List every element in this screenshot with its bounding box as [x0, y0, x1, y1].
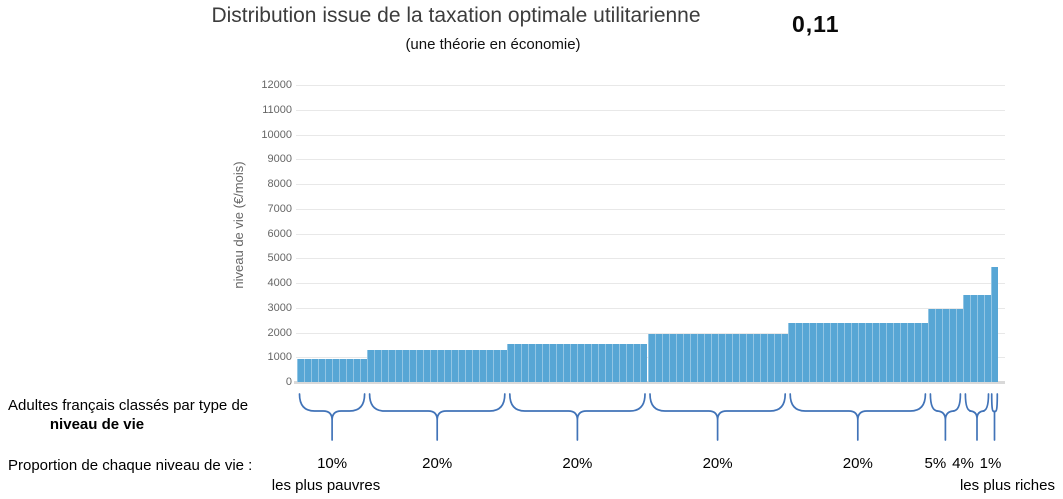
y-axis-tick-label: 3000: [267, 301, 292, 314]
chart-title: Distribution issue de la taxation optima…: [211, 4, 701, 27]
distribution-bar: [787, 322, 928, 382]
gridline: [296, 258, 1005, 260]
gridline: [296, 109, 1005, 111]
gridline: [296, 307, 1005, 309]
group-brace: [789, 393, 927, 441]
distribution-bar: [507, 343, 648, 382]
distribution-bar: [991, 266, 998, 382]
group-brace: [990, 393, 999, 441]
gridline: [296, 184, 1005, 185]
proportion-label: Proportion de chaque niveau de vie :: [8, 457, 253, 474]
y-axis-tick-label: 0: [285, 376, 292, 388]
gridline: [296, 208, 1005, 210]
y-axis-tick-label: 1000: [267, 351, 292, 364]
gridline: [296, 85, 1005, 86]
y-axis-tick-label: 5000: [267, 252, 292, 265]
group-brace: [508, 393, 646, 441]
distribution-bar: [927, 309, 963, 382]
y-axis-tick-label: 2000: [267, 326, 292, 339]
group-proportion-label: 1%: [979, 455, 1002, 472]
y-axis-tick-label: 8000: [267, 178, 292, 190]
group-brace: [298, 393, 366, 441]
y-axis-tick-label: 9000: [267, 153, 292, 166]
poorest-label: les plus pauvres: [271, 477, 381, 494]
y-axis-tick-label: 11000: [262, 103, 292, 116]
distribution-bar: [297, 358, 368, 382]
group-brace: [964, 393, 990, 441]
group-proportion-label: 4%: [952, 455, 974, 472]
group-brace: [929, 393, 962, 441]
distribution-bar: [367, 349, 508, 382]
richest-label: les plus riches: [959, 477, 1055, 494]
chart-subtitle: (une théorie en économie): [405, 36, 581, 53]
y-axis-tick-label: 10000: [261, 128, 292, 141]
y-axis-tick-label: 7000: [267, 202, 292, 215]
group-proportion-label: 5%: [924, 455, 947, 472]
gridline: [296, 233, 1005, 235]
classification-label-line2: niveau de vie: [49, 416, 145, 433]
distribution-bar: [647, 333, 788, 382]
group-brace: [649, 393, 787, 441]
y-axis-tick-label: 4000: [267, 277, 292, 289]
group-proportion-label: 10%: [317, 455, 348, 472]
y-axis-tick-label: 12000: [261, 79, 292, 91]
distribution-bar: [962, 295, 991, 382]
group-proportion-label: 20%: [562, 455, 593, 472]
gridline: [296, 283, 1005, 284]
group-proportion-label: 20%: [842, 455, 873, 472]
group-brace: [368, 393, 506, 441]
group-proportion-label: 20%: [702, 455, 733, 472]
x-axis-line: [294, 381, 1005, 384]
gridline: [296, 332, 1005, 334]
indicator-value: 0,11: [792, 11, 840, 37]
group-proportion-label: 20%: [422, 455, 453, 472]
gridline: [296, 134, 1005, 136]
classification-label-line1: Adultes français classés par type de: [8, 397, 249, 414]
y-axis-tick-label: 6000: [267, 227, 292, 240]
gridline: [296, 159, 1005, 161]
